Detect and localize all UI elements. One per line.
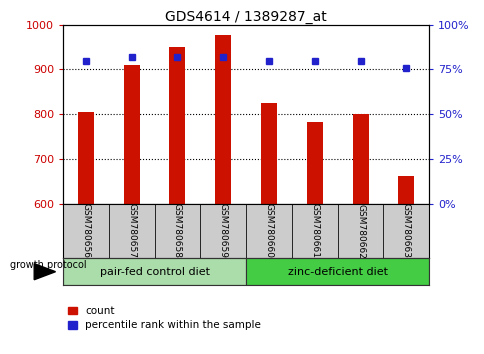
- Text: GSM780657: GSM780657: [127, 204, 136, 258]
- Bar: [78, 112, 94, 204]
- Bar: [63, 258, 245, 285]
- Text: GSM780662: GSM780662: [355, 204, 364, 258]
- Text: pair-fed control diet: pair-fed control diet: [99, 267, 209, 277]
- Text: GSM780663: GSM780663: [401, 204, 410, 258]
- Text: GSM780656: GSM780656: [81, 204, 90, 258]
- Bar: [200, 204, 245, 258]
- Bar: [383, 204, 428, 258]
- Bar: [397, 176, 413, 204]
- Bar: [306, 122, 322, 204]
- Bar: [123, 65, 139, 204]
- Bar: [291, 204, 337, 258]
- Text: growth protocol: growth protocol: [10, 260, 86, 270]
- Text: GSM780661: GSM780661: [310, 204, 318, 258]
- Bar: [215, 35, 231, 204]
- Title: GDS4614 / 1389287_at: GDS4614 / 1389287_at: [165, 10, 326, 24]
- Legend: count, percentile rank within the sample: count, percentile rank within the sample: [68, 306, 260, 330]
- Bar: [245, 258, 428, 285]
- Polygon shape: [34, 264, 55, 280]
- Bar: [337, 204, 383, 258]
- Bar: [169, 47, 185, 204]
- Bar: [63, 204, 108, 258]
- Text: zinc-deficient diet: zinc-deficient diet: [287, 267, 387, 277]
- Text: GSM780660: GSM780660: [264, 204, 273, 258]
- Text: GSM780659: GSM780659: [218, 204, 227, 258]
- Bar: [154, 204, 200, 258]
- Bar: [108, 204, 154, 258]
- Bar: [260, 103, 276, 204]
- Bar: [352, 114, 368, 204]
- Bar: [245, 204, 291, 258]
- Text: GSM780658: GSM780658: [173, 204, 182, 258]
